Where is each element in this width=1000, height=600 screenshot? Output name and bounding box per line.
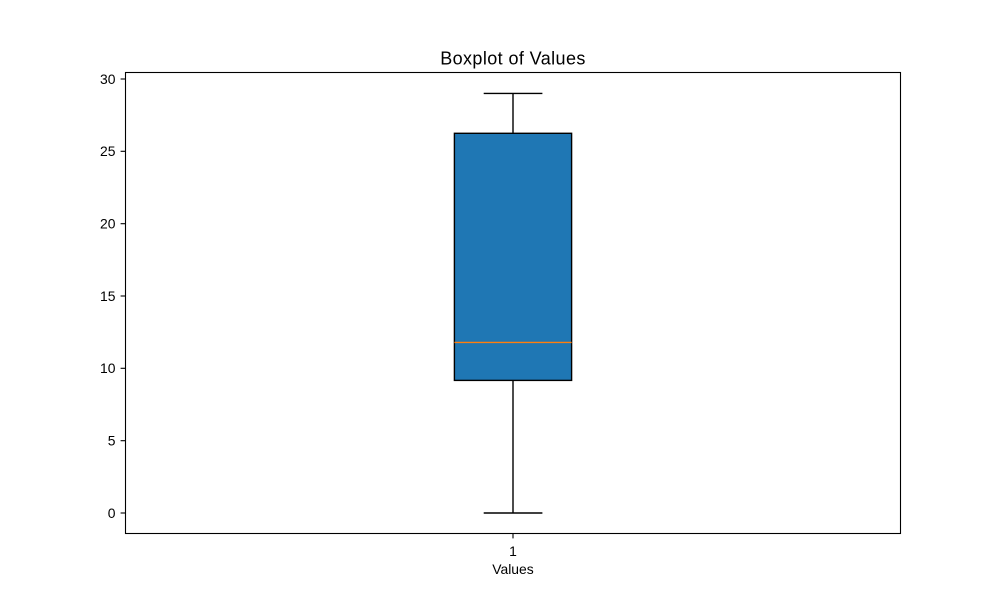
svg-text:1: 1 — [509, 543, 517, 559]
svg-text:20: 20 — [100, 216, 116, 232]
svg-text:Values: Values — [492, 561, 533, 577]
svg-text:30: 30 — [100, 71, 116, 87]
svg-text:10: 10 — [100, 360, 116, 376]
svg-text:25: 25 — [100, 143, 116, 159]
svg-text:15: 15 — [100, 288, 116, 304]
svg-text:0: 0 — [108, 505, 116, 521]
svg-text:5: 5 — [108, 433, 116, 449]
svg-text:Boxplot of Values: Boxplot of Values — [440, 48, 586, 68]
